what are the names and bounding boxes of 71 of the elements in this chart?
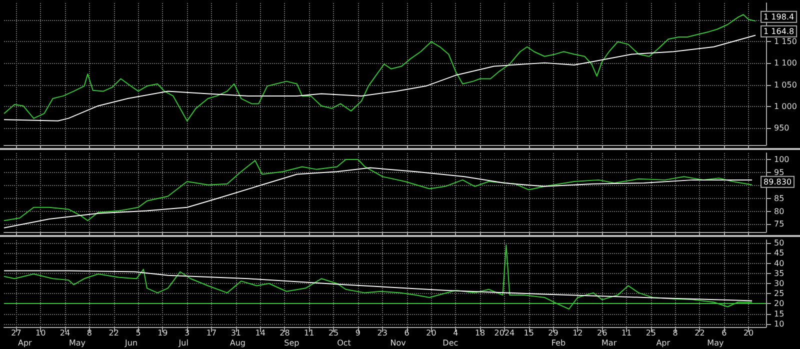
annotation: 1 198.4 [764,12,794,22]
x-tick-label: 4 [453,328,458,338]
y-tick-label: 1 150 [774,37,797,46]
x-tick-label: 20 [426,328,436,338]
line-series [4,34,756,122]
y-tick-label: 100 [774,154,790,164]
x-tick-label: 27 [11,328,22,338]
x-tick-label: 24 [60,328,70,338]
x-tick-label: 11 [621,328,632,338]
x-tick-label: 31 [230,328,242,338]
x-tick-label: 17 [206,328,217,338]
y-tick-label: 1 100 [774,58,797,68]
x-tick-label: 12 [572,328,583,338]
x-tick-label: 23 [377,328,388,338]
y-tick-label: 40 [774,258,784,268]
annotation: 1 164.8 [764,26,794,36]
x2-tick-label: Feb [551,338,566,348]
x-tick-label: 5 [136,328,141,338]
y-tick-label: 35 [774,268,784,278]
y-tick-label: 75 [774,220,784,229]
x-tick-label: 10 [36,328,46,338]
x-tick-label: 22 [108,328,119,338]
x-tick-label: 25 [328,328,339,338]
x-tick-label: 28 [280,328,290,338]
x-tick-label: 8 [672,328,678,338]
line-series [4,167,753,228]
line-series [4,14,756,122]
x-tick-label: 9 [355,328,361,338]
x2-tick-label: Oct [337,338,351,348]
y-tick-label: 95 [774,168,784,177]
x-tick-label: 3 [184,328,190,338]
y-tick-label: 1 000 [774,102,797,111]
line-series [4,158,753,222]
annotation: 89.830 [764,177,792,186]
x-tick-label: 19 [158,328,168,338]
y-tick-label: 85 [774,194,784,203]
x-tick-label: 15 [524,328,534,338]
x2-tick-label: Apr [656,338,671,348]
y-tick-label: 80 [774,206,784,216]
x2-tick-label: May [707,338,724,348]
x2-tick-label: Jun [124,338,138,348]
y-tick-label: 45 [774,248,784,258]
x-tick-label: 25 [646,328,656,338]
y-tick-label: 10 [774,319,784,328]
x2-tick-label: Sep [284,338,300,348]
x-tick-label: 2024 [494,328,515,338]
y-tick-label: 1 050 [774,80,797,90]
x2-tick-label: Dec [442,338,458,348]
y-tick-label: 20 [774,299,784,308]
line-series [4,270,753,302]
x2-tick-label: Nov [390,338,406,348]
x-tick-label: 20 [743,328,754,338]
y-tick-label: 25 [774,289,784,298]
x-tick-label: 22 [694,328,705,338]
x-tick-label: 14 [255,328,266,338]
x-tick-label: 26 [597,328,608,338]
x2-tick-label: Aug [230,338,246,348]
y-tick-label: 950 [774,123,790,132]
y-tick-label: 15 [774,309,784,318]
x-tick-label: 6 [722,328,727,338]
x-tick-label: 6 [404,328,410,338]
x-tick-label: 29 [548,328,558,338]
x2-tick-label: May [68,338,86,348]
y-tick-label: 30 [774,279,784,288]
x-tick-label: 18 [474,328,486,338]
x-tick-label: 11 [304,328,314,338]
x2-tick-label: Apr [18,338,33,348]
x-tick-label: 8 [86,328,92,338]
x2-tick-label: Jul [178,338,188,348]
y-tick-label: 50 [774,238,784,248]
x2-tick-label: Mar [602,338,618,348]
